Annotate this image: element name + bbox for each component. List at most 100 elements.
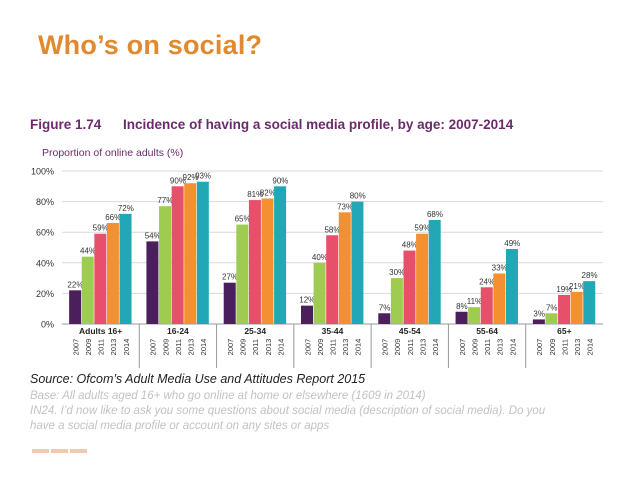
- data-label: 72%: [118, 204, 134, 213]
- data-label: 21%: [569, 282, 585, 291]
- bar: [261, 198, 274, 324]
- bar: [493, 273, 506, 324]
- bar: [351, 201, 364, 324]
- bar: [326, 235, 339, 324]
- data-label: 12%: [299, 296, 315, 305]
- data-label: 82%: [260, 189, 276, 198]
- x-tick-year: 2013: [187, 339, 196, 356]
- x-tick-year: 2014: [431, 339, 440, 356]
- data-label: 28%: [582, 271, 598, 280]
- bar: [558, 294, 571, 324]
- x-tick-year: 2014: [199, 339, 208, 356]
- x-tick-year: 2011: [560, 339, 569, 355]
- data-label: 8%: [456, 302, 468, 311]
- bar-chart: Proportion of online adults (%) 0% 20% 40% 6…: [31, 147, 603, 368]
- x-tick-year: 2013: [418, 339, 427, 356]
- bar: [378, 313, 391, 324]
- data-label: 30%: [389, 268, 405, 277]
- data-label: 68%: [427, 210, 443, 219]
- bar: [301, 305, 313, 324]
- bar: [274, 186, 287, 324]
- y-tick-label: 80%: [36, 197, 54, 207]
- y-tick-label: 40%: [36, 258, 54, 268]
- x-tick-year: 2009: [316, 339, 325, 356]
- data-label: 27%: [222, 273, 238, 282]
- x-tick-year: 2011: [406, 339, 415, 355]
- bar: [236, 224, 249, 324]
- bar: [69, 290, 82, 324]
- group-label: 35-44: [322, 326, 344, 336]
- data-label: 40%: [312, 253, 328, 262]
- x-tick-year: 2014: [354, 339, 363, 356]
- x-tick-year: 2009: [161, 339, 170, 356]
- bar: [505, 249, 518, 324]
- data-label: 11%: [467, 297, 482, 306]
- data-label: 59%: [93, 224, 109, 233]
- bar: [106, 223, 119, 324]
- data-label: 24%: [479, 277, 495, 286]
- y-tick-label: 60%: [36, 228, 54, 238]
- data-label: 49%: [504, 239, 520, 248]
- data-label: 65%: [235, 215, 251, 224]
- x-tick-year: 2007: [149, 339, 158, 356]
- x-tick-year: 2007: [303, 339, 312, 356]
- question-note-line-1: IN24. I’d now like to ask you some quest…: [30, 405, 546, 417]
- data-label: 48%: [402, 241, 418, 250]
- slide-title: Who’s on social?: [38, 30, 263, 60]
- x-tick-year: 2009: [84, 339, 93, 356]
- base-note: Base: All adults aged 16+ who go online …: [30, 390, 426, 402]
- x-tick-year: 2013: [496, 339, 505, 356]
- figure-number: Figure 1.74: [30, 117, 102, 132]
- data-label: 19%: [556, 285, 572, 294]
- x-tick-year: 2013: [341, 339, 350, 356]
- bar: [248, 200, 261, 324]
- data-label: 73%: [337, 202, 353, 211]
- x-tick-year: 2009: [470, 339, 479, 356]
- x-tick-year: 2014: [508, 339, 517, 356]
- bar: [146, 241, 159, 324]
- bar: [428, 219, 441, 324]
- notes: Base: All adults aged 16+ who go online …: [30, 389, 620, 434]
- bar: [570, 291, 583, 324]
- y-tick-label: 20%: [36, 289, 54, 299]
- data-label: 44%: [80, 247, 96, 256]
- source-text: Source: Ofcom’s Adult Media Use and Atti…: [30, 372, 366, 386]
- y-tick-label: 0%: [41, 320, 54, 330]
- bar: [545, 313, 558, 324]
- x-tick-year: 2007: [71, 339, 80, 356]
- data-label: 90%: [272, 176, 288, 185]
- group-label: Adults 16+: [79, 326, 122, 336]
- bar: [338, 212, 351, 324]
- x-tick-year: 2011: [251, 339, 260, 355]
- x-tick-year: 2009: [239, 339, 248, 356]
- data-label: 3%: [533, 309, 545, 318]
- bar: [416, 233, 429, 324]
- bar: [223, 282, 236, 324]
- data-label: 81%: [247, 190, 263, 199]
- bar: [313, 262, 326, 324]
- data-label: 22%: [67, 280, 83, 289]
- x-tick-year: 2014: [122, 339, 131, 356]
- y-axis-label: Proportion of online adults (%): [42, 147, 183, 159]
- y-tick-label: 100%: [31, 167, 54, 177]
- bar: [184, 183, 197, 324]
- x-tick-year: 2013: [264, 339, 273, 356]
- figure-caption: Incidence of having a social media profi…: [123, 117, 514, 132]
- x-tick-year: 2007: [535, 339, 544, 356]
- x-tick-year: 2007: [458, 339, 467, 356]
- data-label: 90%: [170, 176, 186, 185]
- x-tick-year: 2009: [393, 339, 402, 356]
- data-label: 7%: [379, 303, 391, 312]
- x-tick-year: 2011: [174, 339, 183, 355]
- data-label: 7%: [546, 303, 558, 312]
- group-label: 65+: [557, 326, 571, 336]
- bar: [468, 307, 481, 324]
- bar: [94, 233, 107, 324]
- ofcom-logo: [32, 440, 89, 458]
- x-tick-year: 2013: [109, 339, 118, 356]
- x-tick-year: 2014: [276, 339, 285, 356]
- x-tick-year: 2011: [483, 339, 492, 355]
- group-label: 55-64: [476, 326, 498, 336]
- data-label: 66%: [105, 213, 121, 222]
- x-tick-year: 2011: [329, 339, 338, 355]
